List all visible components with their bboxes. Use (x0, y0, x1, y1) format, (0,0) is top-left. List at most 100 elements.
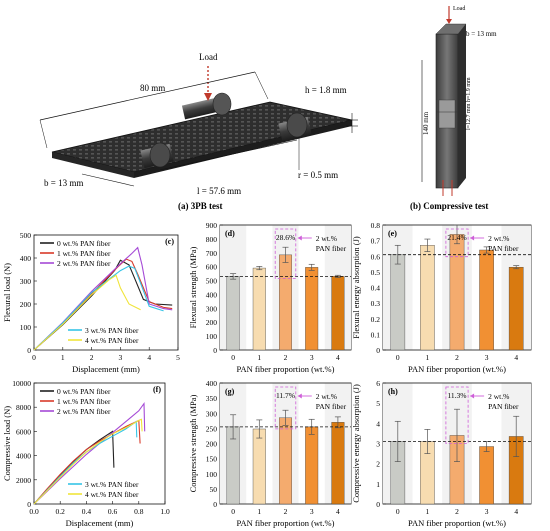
caption-3pb: (a) 3PB test (178, 201, 223, 211)
bar-3 (479, 446, 494, 505)
y-tick-label: 100 (206, 332, 218, 341)
setup-compressive-illustration: Load b = 13 mm 140 mm l=12.7 mm h=1.9 mm… (410, 6, 497, 211)
bar-3 (305, 267, 319, 351)
y-tick-label: 150 (206, 455, 218, 464)
y-tick-label: 300 (20, 277, 32, 286)
highlight-box (274, 386, 297, 430)
y-tick-label: 0 (376, 346, 380, 355)
y-tick-label: 0.3 (371, 299, 381, 308)
series-line-3 (33, 265, 164, 351)
legend-label: 1 wt.% PAN fiber (57, 397, 111, 406)
x-tick-label: 4 (514, 353, 518, 362)
legend-label: 1 wt.% PAN fiber (57, 249, 111, 258)
support-roller-left (140, 142, 174, 169)
panel-label: (g) (225, 387, 235, 396)
y-tick-label: 6 (376, 379, 380, 388)
y-tick-label: 600 (206, 263, 218, 272)
y-tick-label: 200 (206, 440, 218, 449)
y-tick-label: 400 (206, 379, 218, 388)
x-tick-label: 0 (32, 353, 36, 362)
panel-label: (c) (165, 237, 174, 246)
x-tick-label: 3 (485, 353, 489, 362)
y-tick-label: 250 (206, 424, 218, 433)
x-axis-label: PAN fiber proportion (wt.%) (237, 364, 335, 374)
panel-label: (f) (153, 385, 161, 394)
x-tick-label: 3 (485, 507, 489, 516)
highlight-box (445, 386, 469, 444)
chart-panels: Flexural load (N)Displacement (mm)010020… (2, 221, 532, 528)
legend-label: 2 wt.% PAN fiber (57, 259, 111, 268)
y-tick-label: 0 (27, 500, 31, 509)
percent-annotation: 11.3% (447, 391, 466, 400)
bar-4 (331, 276, 345, 351)
note-arrowhead (470, 393, 475, 399)
y-tick-label: 0.4 (371, 284, 381, 293)
y-tick-label: 10000 (12, 379, 31, 388)
y-tick-label: 500 (206, 277, 218, 286)
y-tick-label: 0 (376, 500, 380, 509)
x-axis-label: PAN fiber proportion (wt.%) (237, 518, 335, 528)
y-tick-label: 500 (20, 231, 32, 240)
x-tick-label: 2 (284, 353, 288, 362)
note-line-1: 2 wt.% (488, 234, 509, 243)
y-tick-label: 400 (20, 254, 32, 263)
x-tick-label: 1 (426, 353, 430, 362)
highlight-box (274, 228, 297, 279)
y-tick-label: 0.1 (371, 330, 381, 339)
chart-panel-f: Compressive load (N) Displacement (mm) 0 20… (2, 379, 170, 528)
y-axis-label: Compressive energy absorption (J) (351, 384, 361, 503)
y-tick-label: 0.8 (371, 221, 381, 230)
y-tick-label: 300 (206, 304, 218, 313)
x-axis-label: Displacement (mm) (72, 364, 140, 374)
y-tick-label: 4000 (16, 452, 31, 461)
bar-0 (390, 254, 406, 351)
note-line-2: PAN fiber (488, 244, 519, 253)
x-tick-label: 1 (257, 353, 261, 362)
load-roller (181, 92, 232, 120)
y-tick-label: 6000 (16, 427, 31, 436)
y-tick-label: 5 (376, 399, 380, 408)
y-tick-label: 2000 (16, 476, 31, 485)
y-tick-label: 50 (210, 485, 218, 494)
x-tick-label: 4 (147, 353, 151, 362)
x-tick-label: 4 (336, 353, 340, 362)
x-tick-label: 2 (90, 353, 94, 362)
y-axis-label: Flexural energy absorption (J) (351, 236, 361, 339)
span-label: l = 57.6 mm (197, 186, 241, 196)
bar-0 (226, 276, 240, 351)
x-tick-label: 0.6 (108, 507, 118, 516)
y-tick-label: 700 (206, 249, 218, 258)
bar-3 (479, 249, 494, 351)
plot-frame (33, 234, 179, 351)
x-tick-label: 0.2 (56, 507, 66, 516)
x-tick-label: 0 (396, 507, 400, 516)
series-line-2 (33, 246, 173, 351)
x-tick-label: 1 (61, 353, 65, 362)
x-tick-label: 0 (231, 353, 235, 362)
bar-4 (331, 422, 345, 505)
load-label-comp: Load (453, 6, 465, 12)
y-tick-label: 0.6 (371, 252, 381, 261)
x-tick-label: 3 (119, 353, 123, 362)
panel-label: (e) (388, 229, 397, 238)
bar-3 (305, 426, 319, 505)
x-tick-label: 4 (514, 507, 518, 516)
y-tick-label: 0 (213, 500, 217, 509)
note-line-2: PAN fiber (488, 402, 519, 411)
note-line-2: PAN fiber (316, 244, 347, 253)
x-tick-label: 0 (231, 507, 235, 516)
y-tick-label: 8000 (16, 403, 31, 412)
bar-1 (420, 245, 435, 351)
x-tick-label: 3 (310, 353, 314, 362)
bar-1 (252, 428, 266, 505)
highlight-box (445, 228, 469, 258)
chart-panel-h: Compressive energy absorption (J) PAN fib… (351, 379, 532, 528)
note-arrowhead (297, 235, 302, 241)
length-label: 80 mm (140, 83, 165, 93)
y-tick-label: 800 (206, 235, 218, 244)
x-tick-label: 0.0 (29, 507, 39, 516)
y-axis-label: Flexural strength (MPa) (188, 246, 198, 328)
y-tick-label: 100 (20, 323, 32, 332)
note-arrowhead (470, 235, 475, 241)
y-tick-label: 1 (376, 480, 380, 489)
